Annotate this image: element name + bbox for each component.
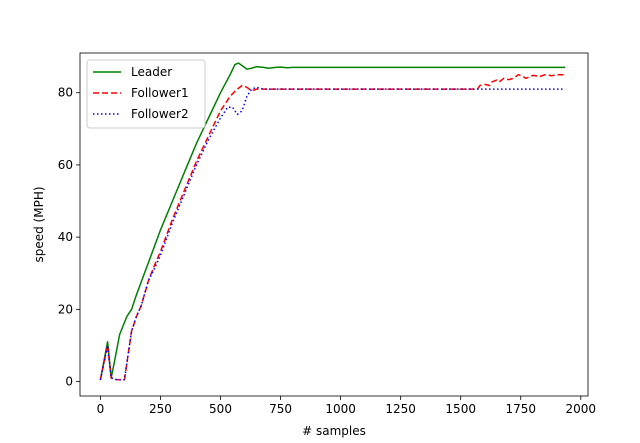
- y-axis-label: speed (MPH): [32, 186, 46, 262]
- y-tick-label: 60: [58, 158, 73, 172]
- legend-label-leader: Leader: [131, 65, 172, 79]
- y-tick-label: 80: [58, 86, 73, 100]
- series-line-follower1: [99, 73, 566, 381]
- y-tick-label: 0: [65, 375, 73, 389]
- y-tick-label: 20: [58, 302, 73, 316]
- y-tick-label: 40: [58, 230, 73, 244]
- series-line-leader: [99, 62, 566, 380]
- x-tick-label: 1250: [385, 402, 416, 416]
- legend: Leader Follower1 Follower2: [86, 59, 206, 129]
- y-axis: 0 20 40 60 80: [58, 86, 80, 389]
- series-line-follower2: [99, 86, 566, 381]
- x-tick-label: 2000: [566, 402, 597, 416]
- legend-label-follower2: Follower2: [131, 107, 189, 121]
- plot-frame: [79, 52, 589, 397]
- x-tick-label: 500: [209, 402, 232, 416]
- plot-area: [79, 52, 589, 397]
- x-tick-label: 1000: [325, 402, 356, 416]
- legend-label-follower1: Follower1: [131, 86, 189, 100]
- x-tick-label: 250: [149, 402, 172, 416]
- x-axis: 0 250 500 750 1000 1250 1500 1750 2000: [97, 396, 596, 416]
- x-tick-label: 1500: [445, 402, 476, 416]
- x-tick-label: 750: [269, 402, 292, 416]
- x-axis-label: # samples: [302, 424, 366, 438]
- legend-box: [86, 59, 206, 129]
- x-tick-label: 0: [97, 402, 105, 416]
- x-tick-label: 1750: [505, 402, 536, 416]
